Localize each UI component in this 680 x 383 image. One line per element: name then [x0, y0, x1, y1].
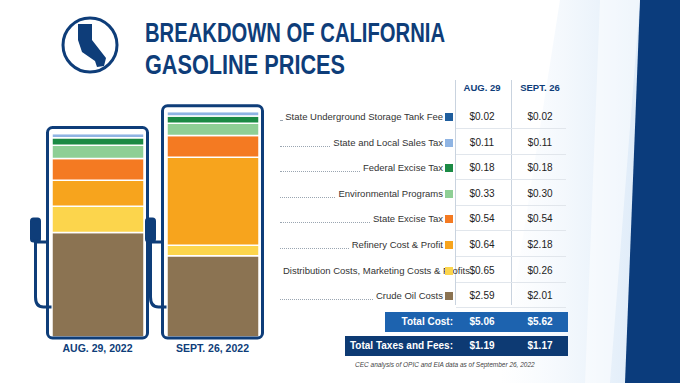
html-text:$2.59: $2.59: [469, 290, 495, 302]
html-text:State and Local Sales Tax: State and Local Sales Tax: [333, 136, 443, 148]
html-text:$0.18: $0.18: [469, 162, 495, 174]
html-text:$0.18: $0.18: [527, 162, 553, 174]
html-text:$0.11: $0.11: [469, 136, 495, 148]
html-text:Environmental Programs: Environmental Programs: [338, 187, 443, 199]
html-text:$0.02: $0.02: [469, 111, 495, 122]
svg-text:BREAKDOWN OF CALIFORNIA: BREAKDOWN OF CALIFORNIA: [145, 18, 445, 48]
html-text:Total Cost:: Total Cost:: [401, 316, 453, 327]
html-text:$0.64: $0.64: [469, 239, 495, 250]
html-text:CEC analysis of OPIC and EIA d: CEC analysis of OPIC and EIA data as of …: [355, 361, 535, 368]
html-text:Crude Oil Costs: Crude Oil Costs: [375, 290, 443, 302]
svg-text:SEPT. 26, 2022: SEPT. 26, 2022: [176, 342, 249, 354]
html-text:$2.18: $2.18: [527, 239, 553, 250]
html-text:$5.62: $5.62: [527, 316, 553, 327]
html-text:$0.54: $0.54: [527, 213, 553, 225]
html-text:$0.26: $0.26: [527, 264, 553, 276]
html-text:SEPT. 26: SEPT. 26: [520, 82, 560, 93]
svg-text:GASOLINE PRICES: GASOLINE PRICES: [145, 50, 345, 80]
html-text:AUG. 29: AUG. 29: [463, 82, 501, 93]
html-text:Refinery Cost & Profit: Refinery Cost & Profit: [351, 239, 443, 250]
html-text:Distribution Costs, Marketing: Distribution Costs, Marketing Costs & Pr…: [283, 264, 495, 276]
svg-text:AUG. 29, 2022: AUG. 29, 2022: [62, 342, 132, 354]
html-text:$1.17: $1.17: [527, 340, 553, 351]
html-text:$0.11: $0.11: [527, 136, 553, 148]
html-text:$0.54: $0.54: [469, 213, 495, 225]
html-text:$1.19: $1.19: [469, 340, 495, 351]
html-text:Total Taxes and Fees:: Total Taxes and Fees:: [350, 340, 453, 351]
html-text:$0.02: $0.02: [527, 111, 553, 122]
html-text:State Underground Storage Tank: State Underground Storage Tank Fee: [285, 111, 443, 122]
html-text:$2.01: $2.01: [527, 290, 553, 302]
html-text:$0.33: $0.33: [469, 187, 495, 199]
html-text:State Excise Tax: State Excise Tax: [372, 213, 443, 225]
html-text:$5.06: $5.06: [469, 316, 495, 327]
html-text:$0.30: $0.30: [527, 187, 553, 199]
html-text:Federal Excise Tax: Federal Excise Tax: [362, 162, 443, 174]
